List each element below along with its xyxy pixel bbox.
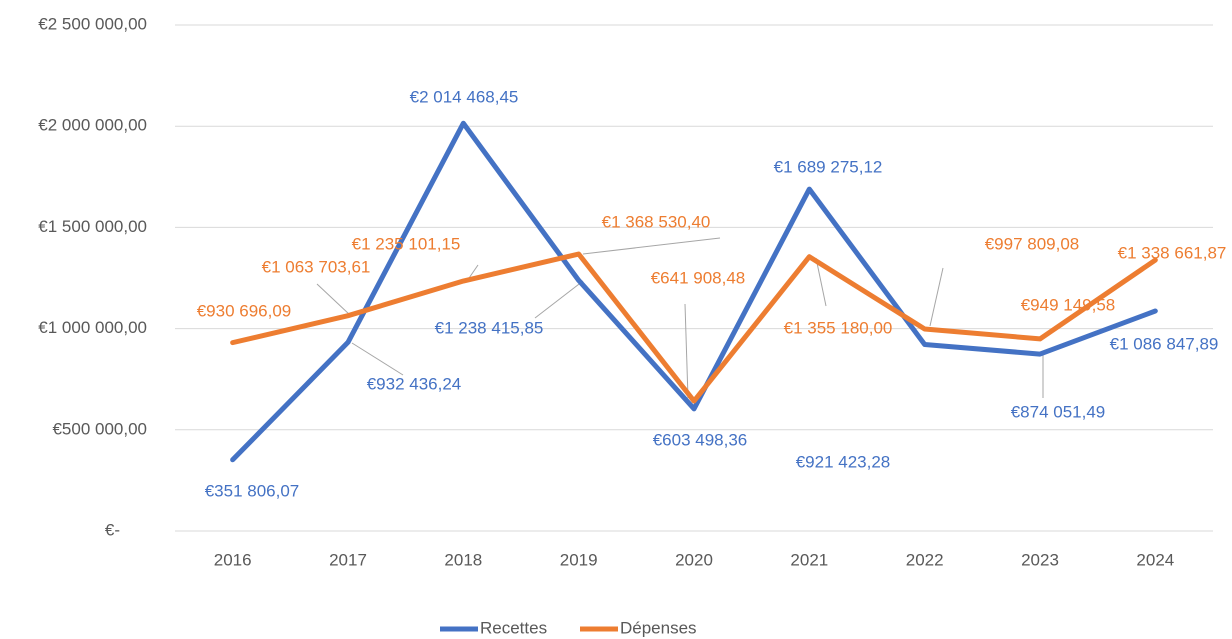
x-tick-label: 2018 [444,550,482,569]
data-label: €351 806,07 [205,481,300,500]
legend-label: Recettes [480,618,547,637]
data-label: €932 436,24 [367,374,462,393]
x-tick-label: 2017 [329,550,367,569]
y-tick-label: €1 500 000,00 [38,217,147,236]
x-tick-label: 2019 [560,550,598,569]
x-tick-label: 2024 [1136,550,1174,569]
y-tick-label: €- [105,520,120,539]
leader-line [316,283,351,316]
leader-line [815,257,827,307]
y-tick-label: €500 000,00 [52,419,147,438]
y-tick-label: €2 500 000,00 [38,14,147,33]
leader-line [534,280,584,319]
leader-line [582,237,721,255]
data-label: €949 149,58 [1021,295,1116,314]
data-label: €1 238 415,85 [435,318,544,337]
x-tick-label: 2021 [790,550,828,569]
series-line [230,251,1158,404]
data-label: €1 338 661,87 [1118,243,1227,262]
data-label: €1 368 530,40 [602,212,711,231]
x-tick-label: 2023 [1021,550,1059,569]
data-label: €2 014 468,45 [410,87,519,106]
data-label: €1 355 180,00 [784,318,893,337]
data-label: €921 423,28 [796,452,891,471]
data-label: €1 235 101,15 [352,234,461,253]
leader-line [929,267,944,327]
y-tick-label: €2 000 000,00 [38,116,147,135]
data-label: €603 498,36 [653,430,748,449]
data-label: €1 086 847,89 [1110,334,1219,353]
legend-label: Dépenses [620,618,697,637]
x-tick-label: 2020 [675,550,713,569]
data-label: €874 051,49 [1011,402,1106,421]
data-label: €1 063 703,61 [262,257,371,276]
data-label: €997 809,08 [985,234,1080,253]
series-line [230,120,1158,463]
data-label: €1 689 275,12 [774,157,883,176]
leader-line [351,342,404,376]
x-tick-label: 2022 [906,550,944,569]
data-label: €930 696,09 [197,301,292,320]
leader-line [684,303,689,399]
data-label: €641 908,48 [651,268,746,287]
x-tick-label: 2016 [214,550,252,569]
y-tick-label: €1 000 000,00 [38,318,147,337]
